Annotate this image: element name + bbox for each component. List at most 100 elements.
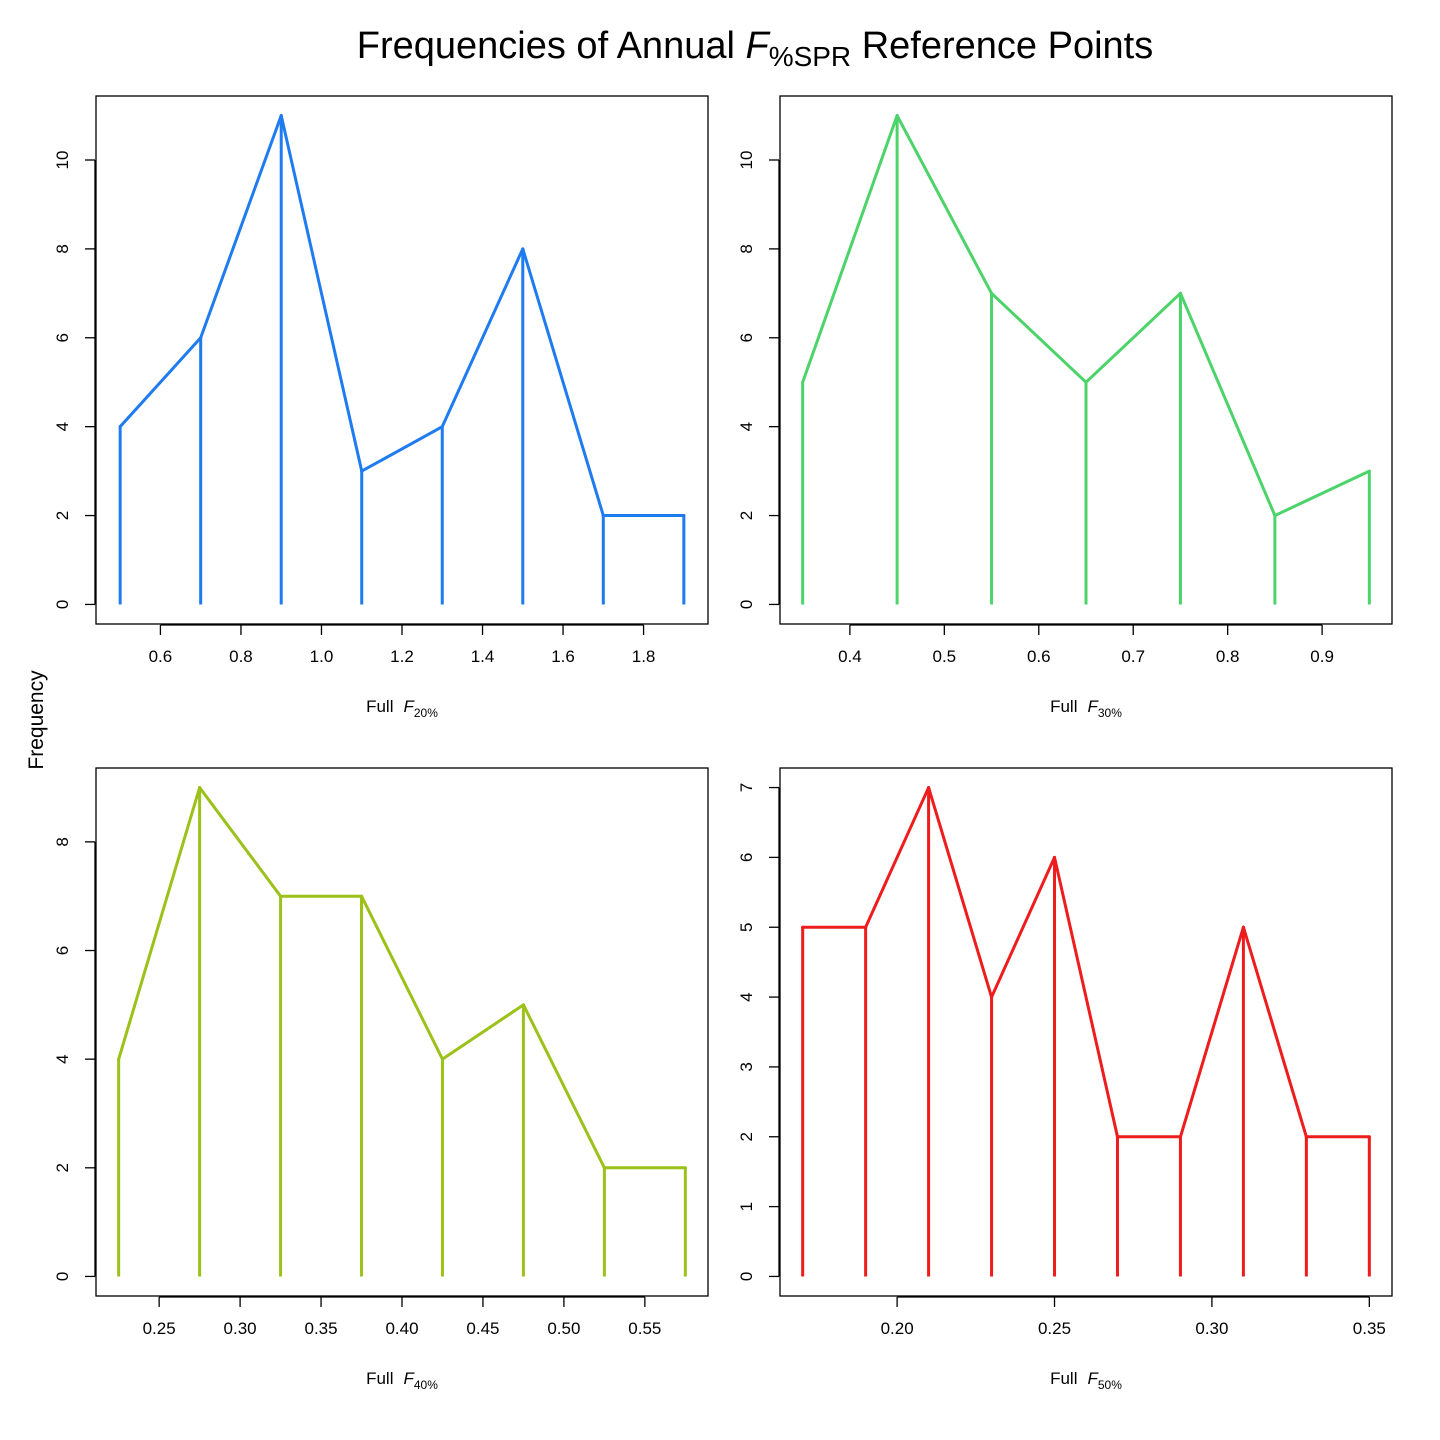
x-tick-label: 0.55 (628, 1319, 661, 1338)
data-point (602, 1166, 606, 1170)
x-tick-label: 0.7 (1121, 647, 1145, 666)
data-point (279, 894, 283, 898)
y-tick-label: 1 (737, 1202, 756, 1211)
x-tick-label: 0.45 (466, 1319, 499, 1338)
x-axis-label-symbol: F (403, 1369, 415, 1388)
data-point (990, 291, 994, 295)
data-point (1178, 291, 1182, 295)
panel-4: 0.20 0.25 0.30 0.35 0 1 2 3 4 5 6 7 Full F50% (737, 767, 1393, 1392)
data-point (682, 514, 686, 518)
y-tick-label: 6 (53, 333, 72, 342)
y-tick-label: 3 (737, 1062, 756, 1071)
figure-title-symbol: F (745, 25, 770, 67)
x-tick-label: 1.6 (551, 647, 575, 666)
x-tick-label: 0.30 (224, 1319, 257, 1338)
x-axis-label-symbol: F (1087, 697, 1099, 716)
x-tick-label: 0.25 (1038, 1319, 1071, 1338)
x-axis-label-symbol: F (1087, 1369, 1099, 1388)
series-segment (927, 786, 994, 999)
x-axis-label: Full F30% (1050, 697, 1122, 720)
series-segment (521, 247, 605, 518)
series-segment (1273, 469, 1371, 518)
data-point (1053, 855, 1057, 859)
y-tick-label: 0 (737, 1272, 756, 1281)
x-tick-label: 0.9 (1310, 647, 1334, 666)
series-segment (1084, 291, 1182, 384)
series-segment (801, 114, 899, 384)
data-point (801, 380, 805, 384)
series-segment (990, 291, 1088, 384)
x-tick-label: 0.6 (1027, 647, 1051, 666)
x-axis-label-prefix: Full (366, 1369, 393, 1388)
x-tick-label: 0.8 (229, 647, 253, 666)
x-axis-label-subscript: 40% (414, 1378, 438, 1392)
y-tick-label: 8 (53, 837, 72, 846)
x-tick-label: 0.4 (838, 647, 862, 666)
series-segment (117, 786, 202, 1061)
data-point (521, 247, 525, 251)
x-axis-label-subscript: 50% (1098, 1378, 1122, 1392)
data-point (1273, 514, 1277, 518)
data-point (117, 1057, 121, 1061)
plot-frame (779, 767, 1393, 1297)
series-segment (440, 1003, 525, 1061)
series-segment (360, 425, 444, 473)
x-tick-label: 0.5 (933, 647, 957, 666)
x-axis-label-subscript: 30% (1098, 706, 1122, 720)
y-axis-label: Frequency (25, 670, 48, 770)
data-point (683, 1166, 687, 1170)
y-tick-label: 0 (53, 1272, 72, 1281)
x-axis-label: Full F40% (366, 1369, 438, 1392)
x-tick-label: 0.35 (1353, 1319, 1386, 1338)
y-tick-label: 2 (53, 511, 72, 520)
data-point (360, 894, 364, 898)
y-tick-label: 6 (53, 946, 72, 955)
series-segment (198, 786, 283, 898)
x-axis-label-symbol: F (403, 697, 415, 716)
x-axis-label-prefix: Full (366, 697, 393, 716)
data-point (1304, 1135, 1308, 1139)
data-point (521, 1003, 525, 1007)
data-point (1178, 1135, 1182, 1139)
y-tick-label: 8 (737, 244, 756, 253)
x-tick-label: 0.20 (881, 1319, 914, 1338)
data-point (1367, 469, 1371, 473)
plot-frame (95, 95, 709, 625)
x-tick-label: 0.50 (547, 1319, 580, 1338)
data-point (1084, 380, 1088, 384)
series-segment (864, 786, 931, 929)
data-point (990, 995, 994, 999)
y-tick-label: 10 (737, 151, 756, 170)
series-segment (1178, 291, 1277, 518)
data-point (1241, 925, 1245, 929)
figure-title-suffix: Reference Points (851, 25, 1153, 67)
series-segment (521, 1003, 606, 1170)
panel-2: 0.4 0.5 0.6 0.7 0.8 0.9 0 2 4 6 8 10 Full F30% (737, 95, 1393, 720)
panel-1: 0.6 0.8 1.0 1.2 1.4 1.6 1.8 0 2 4 6 8 10 Full F20% (53, 95, 709, 720)
y-tick-label: 5 (737, 923, 756, 932)
x-axis-label-prefix: Full (1050, 697, 1077, 716)
data-point (279, 114, 283, 118)
panel-3: 0.25 0.30 0.35 0.40 0.45 0.50 0.55 0 2 4 6 8 Full F40… (53, 767, 709, 1392)
data-point (118, 425, 122, 429)
y-tick-label: 6 (737, 853, 756, 862)
plot-frame (779, 95, 1393, 625)
data-point (864, 925, 868, 929)
y-tick-label: 7 (737, 783, 756, 792)
y-tick-label: 0 (737, 600, 756, 609)
data-point (360, 469, 364, 473)
y-tick-label: 6 (737, 333, 756, 342)
data-point (199, 336, 203, 340)
x-axis-label-subscript: 20% (414, 706, 438, 720)
y-tick-label: 2 (53, 1163, 72, 1172)
data-point (927, 786, 931, 790)
x-axis-label-prefix: Full (1050, 1369, 1077, 1388)
y-tick-label: 4 (737, 992, 756, 1001)
series-segment (199, 114, 283, 340)
y-tick-label: 4 (737, 422, 756, 431)
data-point (440, 1057, 444, 1061)
x-tick-label: 1.0 (310, 647, 334, 666)
series-segment (1053, 855, 1119, 1139)
